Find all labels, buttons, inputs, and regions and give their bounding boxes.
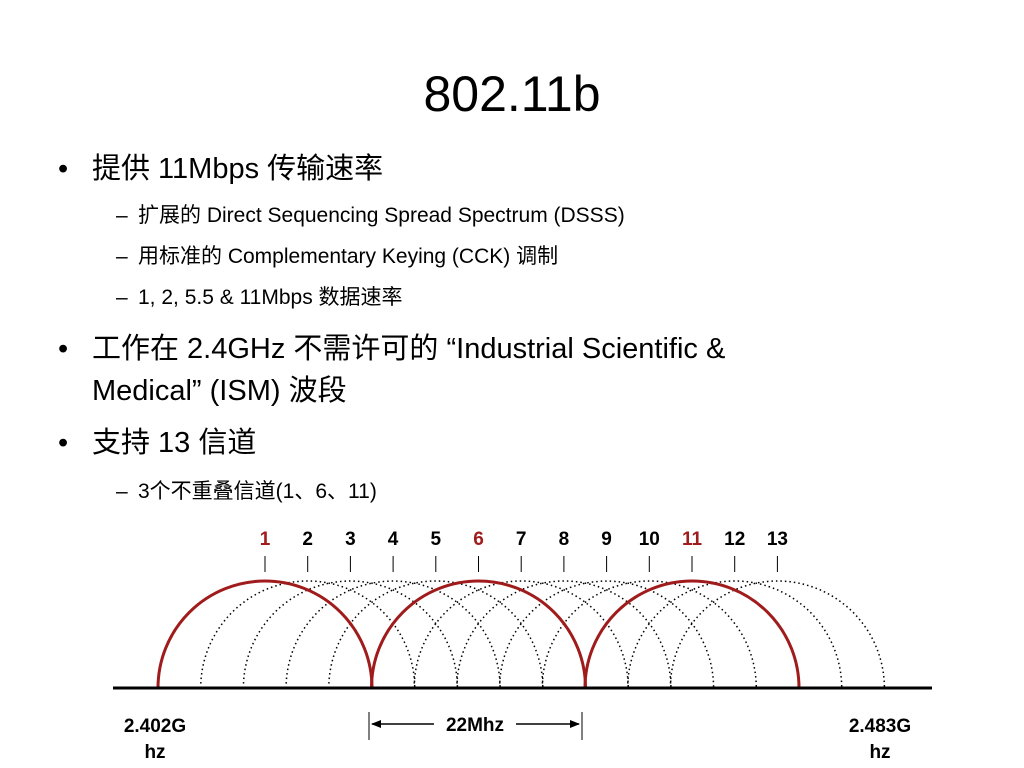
channel-number-2: 2 (302, 529, 313, 550)
channel-number-6: 6 (473, 529, 484, 550)
channel-number-5: 5 (431, 529, 442, 550)
bandwidth-label: 22Mhz (446, 715, 504, 736)
channel-arcs (156, 579, 886, 689)
channel-arc-4 (285, 580, 501, 689)
channel-number-12: 12 (724, 529, 745, 550)
channel-arc-3 (242, 580, 459, 689)
bullet-text: 工作在 2.4GHz 不需许可的 “Industrial Scientific … (92, 333, 726, 365)
sub-bullet-text: 3个不重叠信道(1、6、11) (138, 480, 377, 503)
channel-ticks (264, 556, 778, 572)
bullet-text: Medical” (ISM) 波段 (92, 375, 347, 407)
channel-arc-11 (583, 579, 801, 689)
dash-marker: – (116, 204, 128, 227)
end-frequency-label: 2.483G hz (849, 716, 911, 763)
channel-number-4: 4 (388, 529, 399, 550)
channel-number-7: 7 (516, 529, 527, 550)
channel-number-1: 1 (260, 529, 271, 550)
sub-bullet-text: 用标准的 Complementary Keying (CCK) 调制 (138, 245, 559, 268)
sub-bullet-text: 1, 2, 5.5 & 11Mbps 数据速率 (138, 286, 403, 309)
channel-number-13: 13 (767, 529, 788, 550)
sub-bullet-text: 扩展的 Direct Sequencing Spread Spectrum (D… (138, 204, 625, 227)
channel-number-8: 8 (559, 529, 570, 550)
channel-arc-5 (328, 580, 544, 689)
bullet-marker: • (58, 427, 69, 459)
channel-number-3: 3 (345, 529, 356, 550)
bullet-text: 提供 11Mbps 传输速率 (92, 153, 384, 185)
channel-numbers: 1 2 3 4 5 6 7 8 9 10 11 12 13 (260, 529, 788, 550)
channel-number-9: 9 (601, 529, 612, 550)
channel-arc-7 (413, 580, 629, 689)
dash-marker: – (116, 245, 128, 268)
channel-number-10: 10 (639, 529, 660, 550)
channel-arc-8 (456, 580, 672, 689)
channel-arc-10 (541, 580, 758, 689)
channel-arc-6 (370, 579, 587, 689)
dash-marker: – (116, 480, 128, 503)
channel-arc-13 (669, 580, 886, 689)
channel-number-11: 11 (682, 529, 703, 550)
start-frequency-label: 2.402G hz (124, 716, 186, 763)
dash-marker: – (116, 286, 128, 309)
bullet-marker: • (58, 333, 69, 365)
channel-arc-9 (498, 580, 715, 689)
bullet-marker: • (58, 153, 69, 185)
slide-title: 802.11b (423, 66, 601, 122)
channel-arc-2 (199, 580, 416, 689)
bullet-text: 支持 13 信道 (92, 427, 257, 459)
channel-arc-1 (156, 579, 374, 689)
channel-arc-12 (626, 580, 843, 689)
